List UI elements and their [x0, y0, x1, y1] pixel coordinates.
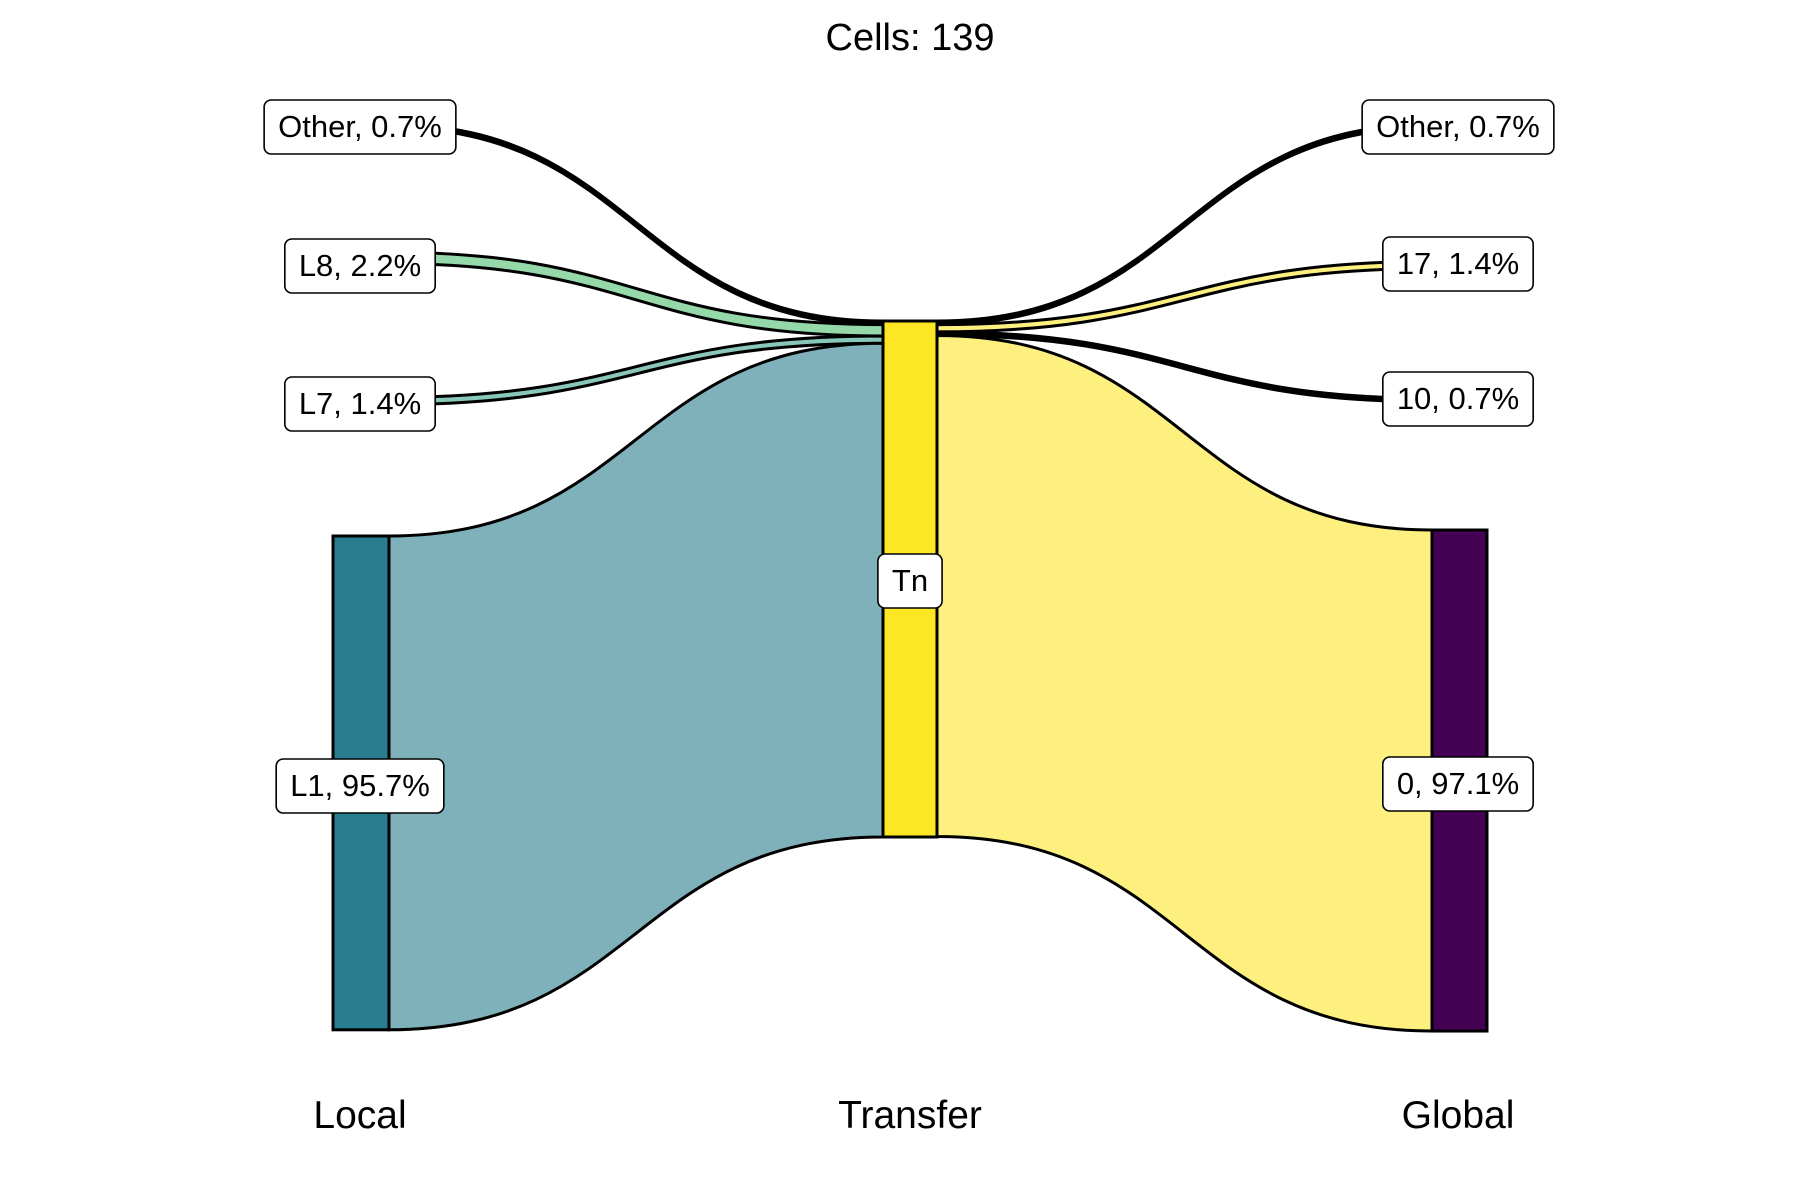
- label-global-17-text: 17, 1.4%: [1397, 246, 1519, 281]
- label-local-other-box: [263, 99, 457, 155]
- label-local-l7-box: [284, 376, 436, 432]
- label-local-l8-text: L8, 2.2%: [299, 248, 421, 283]
- label-local-l7-text: L7, 1.4%: [299, 386, 421, 421]
- flow-right-17: [935, 259, 1434, 334]
- label-local-l1-text: L1, 95.7%: [290, 768, 430, 803]
- label-transfer-tn-text: Tn: [892, 563, 928, 598]
- label-local-l1: L1, 95.7%: [275, 758, 445, 814]
- flow-left-l8: [387, 250, 885, 338]
- label-global-17-box: [1382, 236, 1534, 292]
- label-local-l7: L7, 1.4%: [284, 376, 436, 432]
- label-global-0-text: 0, 97.1%: [1397, 766, 1519, 801]
- label-local-other-text: Other, 0.7%: [278, 109, 442, 144]
- flows-layer: [387, 122, 1434, 1033]
- label-global-other-box: [1361, 99, 1555, 155]
- label-local-other: Other, 0.7%: [263, 99, 457, 155]
- flow-left-l1: [387, 341, 885, 1032]
- label-global-0-box: [1382, 756, 1534, 812]
- label-global-other-text: Other, 0.7%: [1376, 109, 1540, 144]
- axis-label-global: Global: [1402, 1094, 1515, 1137]
- axis-label-local: Local: [313, 1094, 406, 1137]
- flow-right-0: [935, 333, 1434, 1033]
- label-local-l1-box: [275, 758, 445, 814]
- chart-title: Cells: 139: [826, 17, 995, 59]
- label-local-l8-box: [284, 238, 436, 294]
- label-local-l8: L8, 2.2%: [284, 238, 436, 294]
- label-global-17: 17, 1.4%: [1382, 236, 1534, 292]
- label-global-other: Other, 0.7%: [1361, 99, 1555, 155]
- label-global-10-text: 10, 0.7%: [1397, 381, 1519, 416]
- label-global-10: 10, 0.7%: [1382, 371, 1534, 427]
- label-global-0: 0, 97.1%: [1382, 756, 1534, 812]
- label-global-10-box: [1382, 371, 1534, 427]
- axis-label-transfer: Transfer: [838, 1094, 982, 1137]
- label-transfer-tn: Tn: [877, 553, 943, 609]
- labels-layer: Other, 0.7% L8, 2.2% L7, 1.4% L1, 95.7% Tn Ot…: [263, 99, 1555, 814]
- label-transfer-tn-box: [877, 553, 943, 609]
